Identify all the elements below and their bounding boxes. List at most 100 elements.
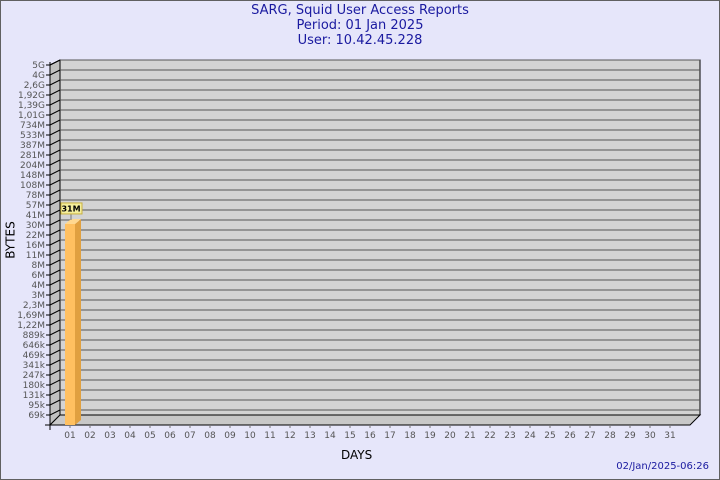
gridline-diagonal xyxy=(49,119,61,126)
x-tick-label: 12 xyxy=(284,431,295,441)
gridline-diagonal xyxy=(49,239,61,246)
gridline-diagonal xyxy=(49,179,61,186)
y-tick-label: 4G xyxy=(32,71,45,81)
x-tick-label: 24 xyxy=(524,431,536,441)
y-tick-label: 5G xyxy=(32,61,45,71)
x-tick-label: 20 xyxy=(444,431,456,441)
gridline-diagonal xyxy=(49,169,61,176)
y-tick-label: 180k xyxy=(23,381,46,391)
x-tick-label: 18 xyxy=(404,431,416,441)
x-tick-label: 19 xyxy=(424,431,436,441)
back-wall xyxy=(59,59,701,416)
gridline-diagonal xyxy=(49,289,61,296)
gridline-diagonal xyxy=(49,329,61,336)
chart-user: User: 10.42.45.228 xyxy=(297,33,423,48)
gridline-diagonal xyxy=(49,129,61,136)
y-tick-label: 204M xyxy=(20,161,45,171)
data-label-box xyxy=(60,202,83,215)
gridline-diagonal xyxy=(49,79,61,86)
x-tick-label: 30 xyxy=(644,431,656,441)
gridline-diagonal xyxy=(49,149,61,156)
y-tick-label: 469k xyxy=(23,351,46,361)
x-tick-label: 26 xyxy=(564,431,576,441)
y-tick-label: 646k xyxy=(23,341,46,351)
x-tick-label: 31 xyxy=(664,431,675,441)
gridline-diagonal xyxy=(49,339,61,346)
gridline-diagonal xyxy=(49,69,61,76)
gridline-diagonal xyxy=(49,399,61,406)
x-tick-label: 03 xyxy=(104,431,115,441)
y-tick-label: 69k xyxy=(28,411,45,421)
y-tick-label: 3M xyxy=(32,291,46,301)
x-tick-label: 27 xyxy=(584,431,595,441)
x-tick-label: 05 xyxy=(144,431,155,441)
gridline-diagonal xyxy=(49,259,61,266)
gridline-diagonal xyxy=(49,209,61,216)
gridline-diagonal xyxy=(49,409,61,416)
x-tick-label: 09 xyxy=(224,431,236,441)
generated-timestamp: 02/Jan/2025-06:26 xyxy=(616,461,709,472)
y-tick-label: 734M xyxy=(20,121,45,131)
gridline-diagonal xyxy=(49,369,61,376)
floor xyxy=(48,414,702,426)
y-tick-label: 247k xyxy=(23,371,46,381)
gridline-diagonal xyxy=(49,229,61,236)
bar-side xyxy=(75,218,81,425)
y-tick-label: 78M xyxy=(26,191,45,201)
x-tick-label: 07 xyxy=(184,431,195,441)
y-tick-label: 2,3M xyxy=(23,301,45,311)
gridline-diagonal xyxy=(49,349,61,356)
x-tick-label: 16 xyxy=(364,431,376,441)
y-tick-label: 341k xyxy=(23,361,46,371)
gridline-diagonal xyxy=(49,319,61,326)
gridline-diagonal xyxy=(49,269,61,276)
y-tick-label: 1,92G xyxy=(18,91,45,101)
y-tick-label: 2,6G xyxy=(24,81,45,91)
gridline-diagonal xyxy=(49,309,61,316)
y-tick-label: 8M xyxy=(32,261,46,271)
x-tick-label: 23 xyxy=(504,431,515,441)
x-tick-label: 29 xyxy=(624,431,636,441)
y-tick-label: 6M xyxy=(32,271,46,281)
gridline-diagonal xyxy=(49,139,61,146)
data-label: 31M xyxy=(61,204,80,213)
y-tick-label: 387M xyxy=(20,141,45,151)
x-tick-label: 17 xyxy=(384,431,395,441)
y-tick-label: 16M xyxy=(26,241,45,251)
gridline-diagonal xyxy=(49,109,61,116)
x-tick-label: 28 xyxy=(604,431,616,441)
y-tick-label: 41M xyxy=(26,211,45,221)
gridline-diagonal xyxy=(49,99,61,106)
y-tick-label: 57M xyxy=(26,201,45,211)
y-tick-label: 4M xyxy=(32,281,46,291)
gridline-diagonal xyxy=(49,189,61,196)
x-tick-label: 08 xyxy=(204,431,216,441)
y-tick-label: 148M xyxy=(20,171,45,181)
gridline-diagonal xyxy=(49,219,61,226)
gridline-diagonal xyxy=(49,159,61,166)
x-tick-label: 21 xyxy=(464,431,475,441)
x-tick-label: 06 xyxy=(164,431,176,441)
chart-period: Period: 01 Jan 2025 xyxy=(296,18,424,33)
x-tick-label: 15 xyxy=(344,431,355,441)
bar-top xyxy=(65,218,81,224)
x-tick-label: 02 xyxy=(84,431,95,441)
gridline-diagonal xyxy=(49,379,61,386)
x-tick-label: 01 xyxy=(64,431,75,441)
gridline-diagonal xyxy=(49,89,61,96)
y-tick-label: 889k xyxy=(23,331,46,341)
x-axis-label: DAYS xyxy=(341,448,373,462)
x-tick-label: 04 xyxy=(124,431,136,441)
y-tick-label: 1,01G xyxy=(18,111,45,121)
x-tick-label: 13 xyxy=(304,431,315,441)
y-tick-label: 533M xyxy=(20,131,45,141)
gridline-diagonal xyxy=(49,299,61,306)
y-tick-label: 131k xyxy=(23,391,46,401)
y-tick-label: 1,69M xyxy=(17,311,45,321)
x-tick-label: 22 xyxy=(484,431,495,441)
gridline-diagonal xyxy=(49,249,61,256)
y-tick-label: 281M xyxy=(20,151,45,161)
gridline-diagonal xyxy=(49,279,61,286)
y-tick-label: 1,39G xyxy=(18,101,45,111)
